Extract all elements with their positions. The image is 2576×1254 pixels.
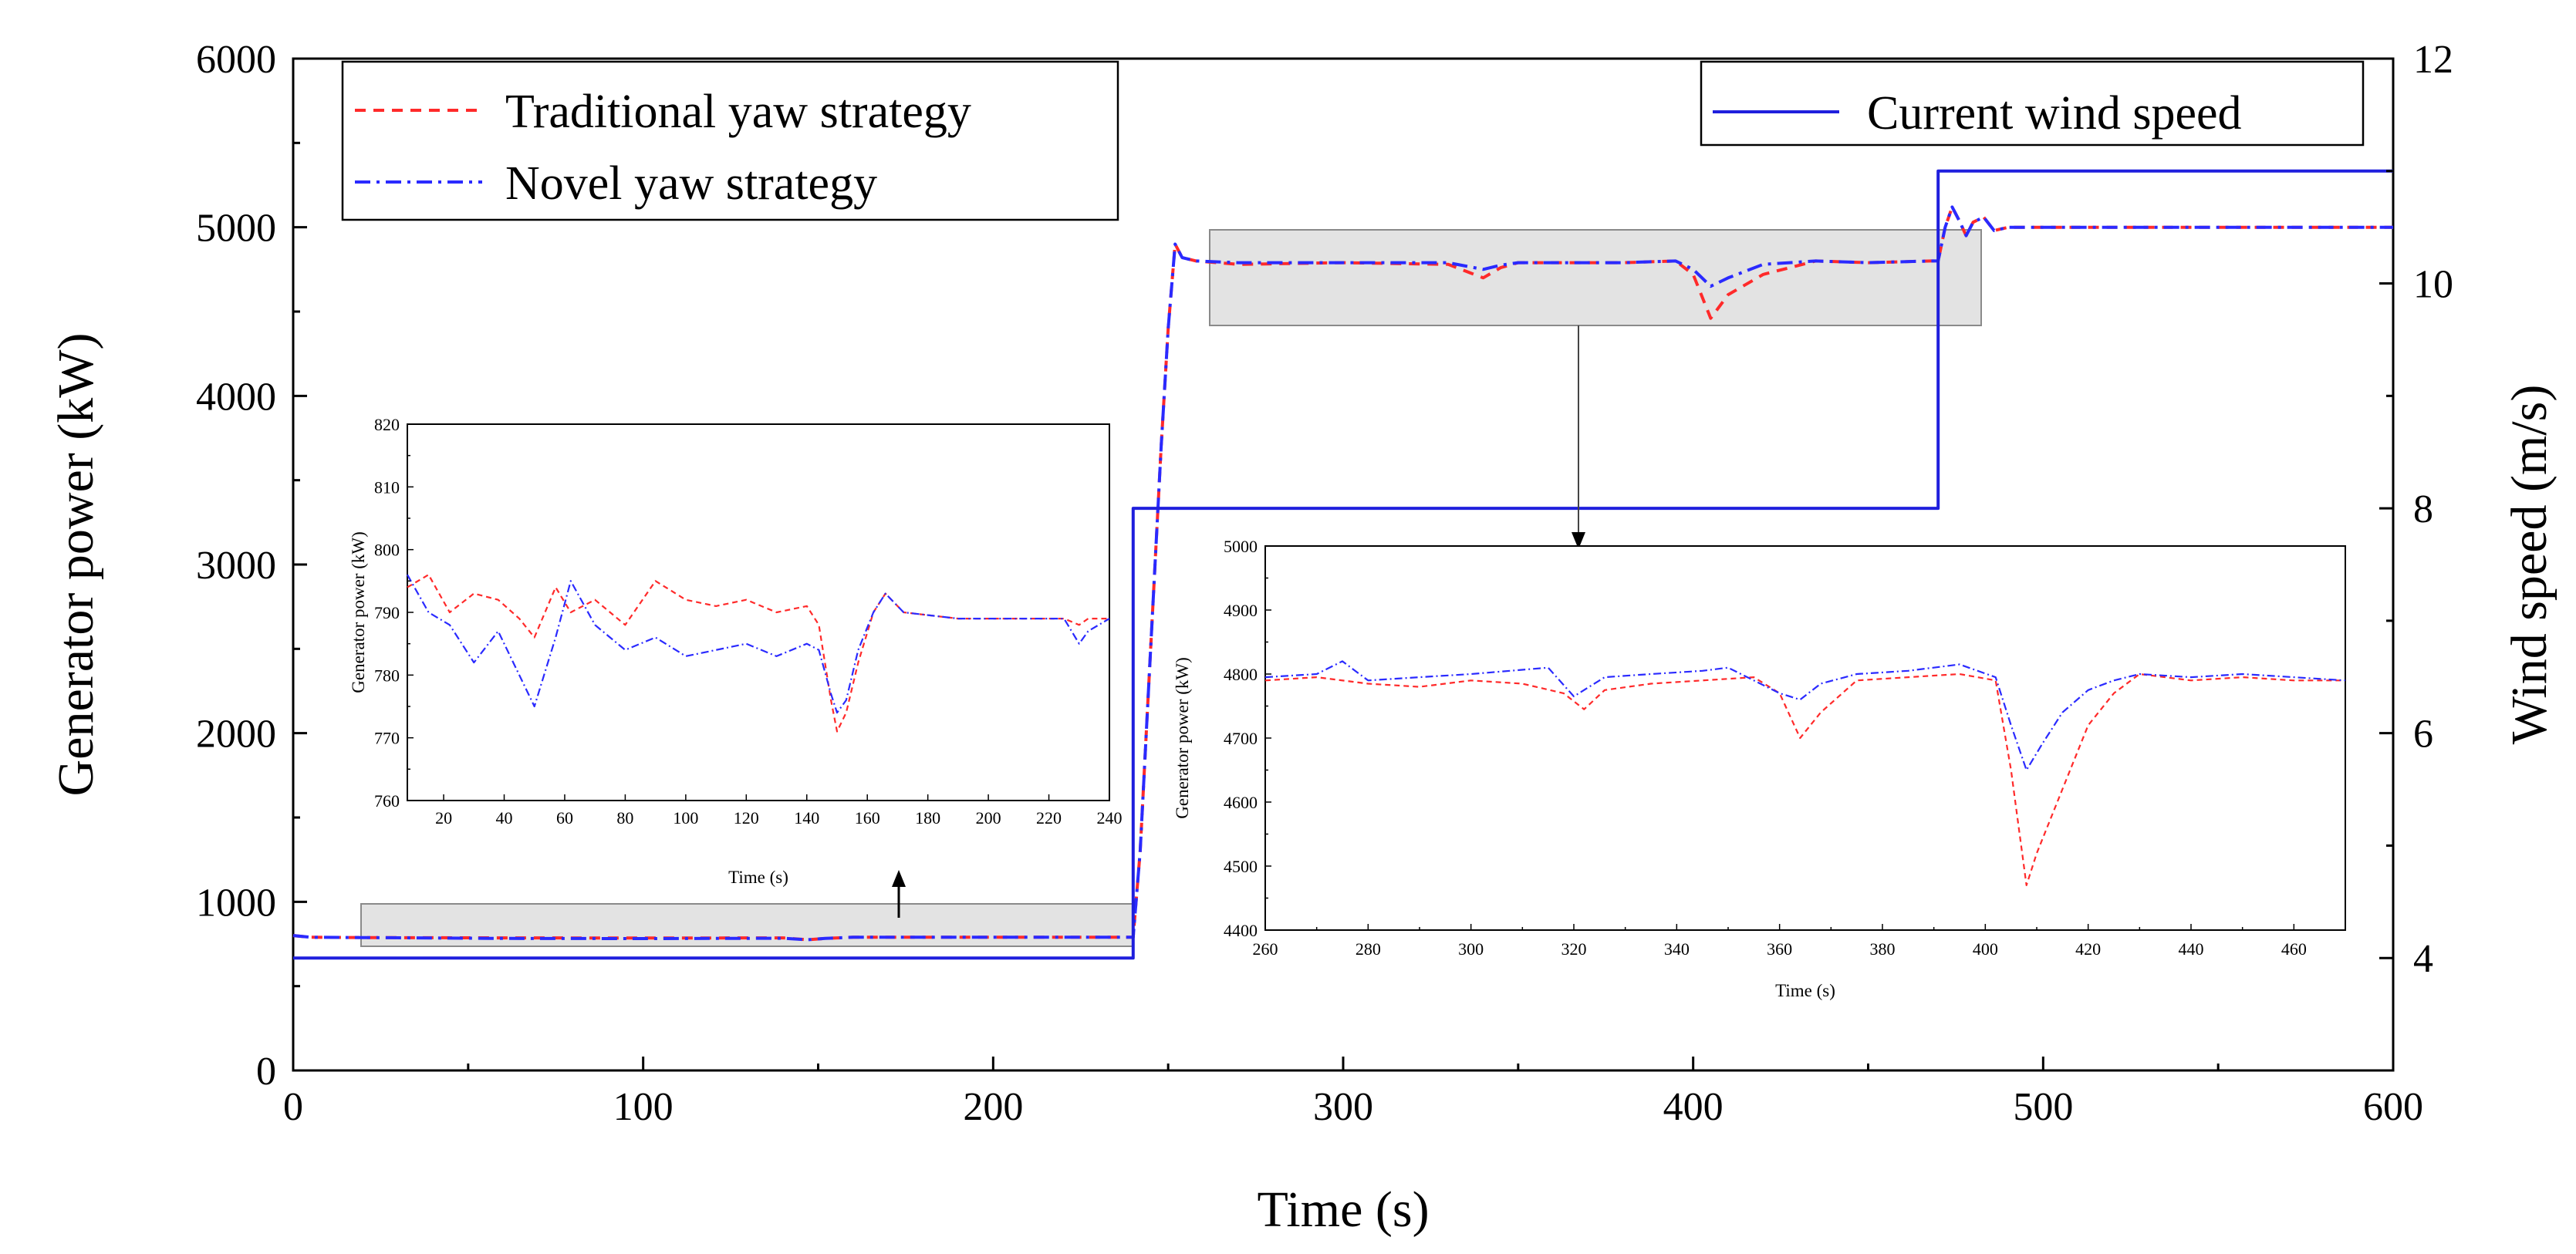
main-y2-tick-label: 6	[2413, 713, 2433, 757]
legend-label-novel: Novel yaw strategy	[505, 157, 877, 210]
inset-low-x-tick-label: 140	[794, 808, 819, 828]
zoom-region-high	[1209, 229, 1982, 326]
main-y2-axis-title: Wind speed (m/s)	[2501, 385, 2557, 745]
inset-high-y-tick-label: 4500	[1224, 857, 1258, 876]
main-x-tick-label: 300	[1313, 1085, 1373, 1129]
main-x-tick-label: 500	[2013, 1085, 2073, 1129]
inset-high-x-tick-label: 280	[1356, 939, 1381, 959]
main-y2-tick-label: 4	[2413, 937, 2433, 981]
legend-left: Traditional yaw strategy Novel yaw strat…	[341, 60, 1119, 221]
inset-low-y-tick-label: 780	[374, 666, 400, 685]
inset-high-series-traditional-yaw-strategy	[1264, 673, 2345, 887]
inset-low-x-tick-label: 20	[435, 808, 452, 828]
main-y-ticks: 0 1000 2000 3000 4000 5000 6000	[196, 38, 307, 1094]
inset-high-x-tick-label: 440	[2179, 939, 2204, 959]
inset-high-y-tick-label: 4800	[1224, 665, 1258, 684]
inset-low-x-tick-label: 40	[496, 808, 513, 828]
inset-low-x-tick-label: 160	[855, 808, 880, 828]
legend-label-traditional: Traditional yaw strategy	[505, 86, 971, 138]
inset-low-y-tick-label: 810	[374, 477, 400, 497]
inset-high-y-tick-label: 5000	[1224, 537, 1258, 556]
legend-label-wind: Current wind speed	[1867, 87, 2242, 140]
main-y-tick-label: 5000	[196, 207, 276, 251]
inset-low-y-tick-label: 790	[374, 603, 400, 622]
inset-high-y-axis-title: Generator power (kW)	[1173, 657, 1192, 818]
inset-high-x-tick-label: 360	[1767, 939, 1792, 959]
inset-high-x-tick-label: 420	[2075, 939, 2101, 959]
inset-low-frame	[407, 423, 1110, 801]
main-y-tick-label: 2000	[196, 713, 276, 757]
inset-low-x-tick-label: 120	[734, 808, 759, 828]
inset-low-x-tick-label: 100	[673, 808, 698, 828]
inset-low-x-tick-label: 180	[915, 808, 940, 828]
inset-low: 20 40 60 80 100 120 140 160 180 200 220 240 7607707…	[349, 415, 1123, 887]
inset-high-x-tick-label: 380	[1870, 939, 1896, 959]
inset-high-x-tick-label: 460	[2281, 939, 2307, 959]
main-y-tick-label: 0	[256, 1050, 276, 1094]
inset-high-y-tick-label: 4700	[1224, 729, 1258, 748]
inset-low-y-axis-title: Generator power (kW)	[349, 531, 368, 693]
main-series	[292, 169, 2393, 960]
inset-high-x-axis-title: Time (s)	[1775, 981, 1835, 1000]
inset-high-x-tick-label: 320	[1561, 939, 1587, 959]
inset-low-y-tick-label: 760	[374, 791, 400, 811]
main-x-tick-label: 100	[613, 1085, 674, 1129]
inset-low-x-tick-label: 80	[616, 808, 633, 828]
inset-high: 260 280 300 320 340 360 380 400 420 440 460 4400 45…	[1173, 537, 2346, 1000]
inset-high-series	[1264, 660, 2346, 887]
main-series-current-wind-speed	[293, 169, 2393, 960]
inset-low-x-tick-label: 60	[556, 808, 573, 828]
inset-high-y-tick-label: 4900	[1224, 601, 1258, 620]
inset-low-x-tick-label: 240	[1097, 808, 1123, 828]
inset-low-x-tick-label: 200	[976, 808, 1001, 828]
main-y-tick-label: 6000	[196, 38, 276, 82]
inset-low-series	[407, 574, 1110, 733]
main-y-tick-label: 1000	[196, 881, 276, 925]
main-x-tick-label: 400	[1663, 1085, 1724, 1129]
main-y-tick-label: 4000	[196, 375, 276, 419]
main-series-novel-yaw-strategy	[292, 205, 2393, 942]
main-y2-ticks: 4 6 8 10 12	[2379, 38, 2453, 981]
inset-high-x-ticks: 260 280 300 320 340 360 380 400 420 440 460	[1253, 924, 2307, 959]
inset-high-frame	[1264, 545, 2346, 931]
main-y2-tick-label: 10	[2413, 263, 2453, 307]
main-x-tick-label: 0	[283, 1085, 303, 1129]
main-x-ticks: 0 100 200 300 400 500 600	[283, 1057, 2423, 1129]
inset-high-y-ticks: 4400 4500 4600 4700 4800 4900 5000	[1224, 537, 1271, 940]
main-x-tick-label: 600	[2363, 1085, 2423, 1129]
main-y2-tick-label: 8	[2413, 487, 2433, 531]
main-x-tick-label: 200	[963, 1085, 1023, 1129]
main-y-axis-title: Generator power (kW)	[48, 332, 104, 796]
inset-low-y-tick-label: 770	[374, 729, 400, 748]
inset-high-y-tick-label: 4600	[1224, 793, 1258, 812]
inset-low-y-ticks: 760 770 780 790 800 810 820	[374, 415, 414, 811]
main-x-axis-title: Time (s)	[1257, 1182, 1429, 1238]
inset-low-y-tick-label: 800	[374, 541, 400, 560]
inset-high-x-tick-label: 400	[1973, 939, 1998, 959]
main-y-tick-label: 3000	[196, 544, 276, 588]
arrow-down	[1572, 325, 1585, 549]
inset-high-x-tick-label: 260	[1253, 939, 1278, 959]
zoom-region-low	[360, 903, 1134, 947]
arrow-up	[892, 870, 906, 918]
inset-high-x-tick-label: 340	[1664, 939, 1690, 959]
inset-low-y-tick-label: 820	[374, 415, 400, 434]
inset-low-x-tick-label: 220	[1036, 808, 1062, 828]
main-y2-tick-label: 12	[2413, 38, 2453, 82]
inset-low-series-novel-yaw-strategy	[407, 574, 1110, 714]
inset-low-x-ticks: 20 40 60 80 100 120 140 160 180 200 220 240	[435, 794, 1123, 828]
inset-low-x-axis-title: Time (s)	[728, 868, 788, 887]
inset-high-y-tick-label: 4400	[1224, 921, 1258, 940]
inset-high-x-tick-label: 300	[1458, 939, 1484, 959]
legend-right: Current wind speed	[1700, 60, 2365, 147]
